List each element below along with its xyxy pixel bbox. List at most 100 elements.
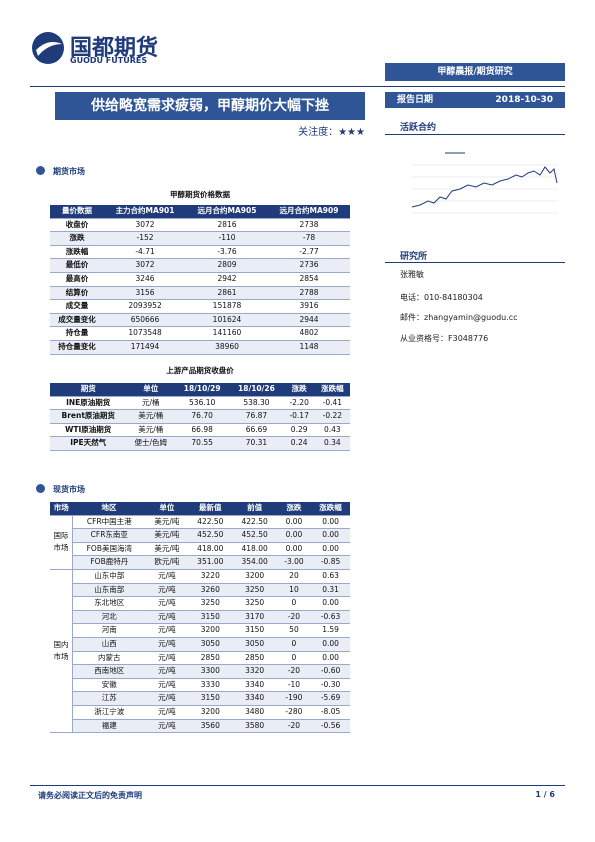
cell: 元/吨 bbox=[145, 637, 189, 652]
cell: -110 bbox=[186, 231, 268, 246]
cell: 成交量 bbox=[50, 299, 105, 314]
section-title: 现货市场 bbox=[36, 484, 85, 495]
cell: 20 bbox=[276, 569, 312, 584]
cell: 101624 bbox=[186, 313, 268, 328]
cell: 山东中部 bbox=[72, 569, 146, 584]
cell: 3050 bbox=[232, 637, 277, 652]
cell: 3200 bbox=[188, 623, 233, 638]
cell: -280 bbox=[276, 705, 312, 720]
header-row: 期货 单位 18/10/29 18/10/26 涨跌 涨跌幅 bbox=[50, 383, 350, 397]
cell: -0.30 bbox=[311, 678, 350, 693]
cell: 354.00 bbox=[232, 555, 277, 570]
cell: 10 bbox=[276, 583, 312, 598]
cell: 安徽 bbox=[72, 678, 146, 693]
cell: -20 bbox=[276, 719, 312, 734]
attention: 关注度：★★★ bbox=[298, 127, 365, 138]
cell: 3156 bbox=[104, 286, 187, 301]
row: 收盘价 3072 2816 2738 bbox=[50, 218, 350, 233]
cell: INE原油期货 bbox=[50, 396, 127, 411]
cell: 3246 bbox=[104, 272, 187, 287]
row: 最高价 3246 2942 2854 bbox=[50, 272, 350, 287]
cell: -0.60 bbox=[311, 664, 350, 679]
cell: CFR中国主港 bbox=[72, 515, 146, 530]
row: 国际市场 CFR中国主港 美元/吨 422.50 422.50 0.00 0.00 bbox=[50, 515, 350, 570]
cell: 171494 bbox=[104, 340, 187, 355]
cell: 3916 bbox=[267, 299, 350, 314]
cell: 452.50 bbox=[188, 528, 233, 543]
rule bbox=[30, 785, 565, 786]
header-cell: 18/10/26 bbox=[229, 383, 284, 397]
cell: 422.50 bbox=[232, 515, 277, 530]
row: INE原油期货 元/桶 536.10 538.30 -2.20 -0.41 bbox=[50, 396, 350, 411]
cell: 0.00 bbox=[311, 637, 350, 652]
cell: 536.10 bbox=[175, 396, 230, 411]
row: 福建 元/吨 3560 3580 -20 -0.56 bbox=[50, 719, 350, 734]
cell: 3260 bbox=[188, 583, 233, 598]
cell: 418.00 bbox=[188, 542, 233, 557]
cell: 3560 bbox=[188, 719, 233, 734]
cell: 0.00 bbox=[311, 596, 350, 611]
cell: 38960 bbox=[186, 340, 268, 355]
header-cell: 单位 bbox=[126, 383, 176, 397]
cell: -2.77 bbox=[267, 245, 350, 260]
row: 涨跌幅 -4.71 -3.76 -2.77 bbox=[50, 245, 350, 260]
cell: 元/吨 bbox=[145, 596, 189, 611]
cell: 元/吨 bbox=[145, 705, 189, 720]
cell: 0.31 bbox=[311, 583, 350, 598]
cell: 3250 bbox=[188, 596, 233, 611]
row: 成交量 2093952 151878 3916 bbox=[50, 299, 350, 314]
cell: 浙江宁波 bbox=[72, 705, 146, 720]
row: CFR东南亚 美元/吨 452.50 452.50 0.00 0.00 bbox=[50, 528, 350, 543]
header-cell: 前值 bbox=[232, 502, 277, 516]
cell: -3.76 bbox=[186, 245, 268, 260]
row: Brent原油期货 美元/桶 76.70 76.87 -0.17 -0.22 bbox=[50, 409, 350, 424]
cell: 河南 bbox=[72, 623, 146, 638]
cell: 66.98 bbox=[175, 423, 230, 438]
cell: 结算价 bbox=[50, 286, 105, 301]
cell: 美元/吨 bbox=[145, 528, 189, 543]
row: 河北 元/吨 3150 3170 -20 -0.63 bbox=[50, 610, 350, 625]
cell: 3150 bbox=[188, 610, 233, 625]
cell: 0 bbox=[276, 637, 312, 652]
cell: 最低价 bbox=[50, 258, 105, 273]
header-cell: 最新值 bbox=[188, 502, 233, 516]
cell: 66.69 bbox=[229, 423, 284, 438]
logo: 国都期货 GUODU FUTURES bbox=[30, 30, 158, 70]
cell: -2.20 bbox=[283, 396, 315, 411]
row: 江苏 元/吨 3150 3340 -190 -5.69 bbox=[50, 691, 350, 706]
cell: 0.00 bbox=[276, 528, 312, 543]
cell: -0.85 bbox=[311, 555, 350, 570]
cell: 0.29 bbox=[283, 423, 315, 438]
cell: -0.17 bbox=[283, 409, 315, 424]
cell: 141160 bbox=[186, 326, 268, 341]
cell: 元/吨 bbox=[145, 664, 189, 679]
row: 河南 元/吨 3200 3150 50 1.59 bbox=[50, 623, 350, 638]
cell: 美元/桶 bbox=[126, 409, 176, 424]
license: 从业资格号：F3048776 bbox=[400, 334, 489, 343]
header-cell: 涨跌幅 bbox=[314, 383, 350, 397]
cell: 4802 bbox=[267, 326, 350, 341]
cell: 美元/吨 bbox=[145, 515, 189, 530]
cell: 3330 bbox=[188, 678, 233, 693]
cell: 0.00 bbox=[311, 528, 350, 543]
cell: 0 bbox=[276, 651, 312, 666]
logo-en: GUODU FUTURES bbox=[70, 56, 148, 65]
upstream-table: 期货 单位 18/10/29 18/10/26 涨跌 涨跌幅 INE原油期货 元/桶 536.1… bbox=[50, 383, 350, 451]
cell: 元/桶 bbox=[126, 396, 176, 411]
cell: 元/吨 bbox=[145, 651, 189, 666]
cell: 3340 bbox=[232, 678, 277, 693]
cell: 2854 bbox=[267, 272, 350, 287]
cell: 山西 bbox=[72, 637, 146, 652]
row: FOB鹿特丹 欧元/吨 351.00 354.00 -3.00 -0.85 bbox=[50, 555, 350, 570]
section-title: 期货市场 bbox=[36, 166, 85, 177]
cell: -4.71 bbox=[104, 245, 187, 260]
header-cell: 涨跌幅 bbox=[311, 502, 350, 516]
cell: -20 bbox=[276, 664, 312, 679]
cell: 3480 bbox=[232, 705, 277, 720]
cell: 2850 bbox=[232, 651, 277, 666]
title: 供给略宽需求疲弱，甲醇期价大幅下挫 bbox=[55, 92, 365, 120]
cell: 河北 bbox=[72, 610, 146, 625]
logo-icon bbox=[32, 32, 64, 64]
disclaimer: 请务必阅读正文后的免责声明 bbox=[38, 791, 142, 800]
